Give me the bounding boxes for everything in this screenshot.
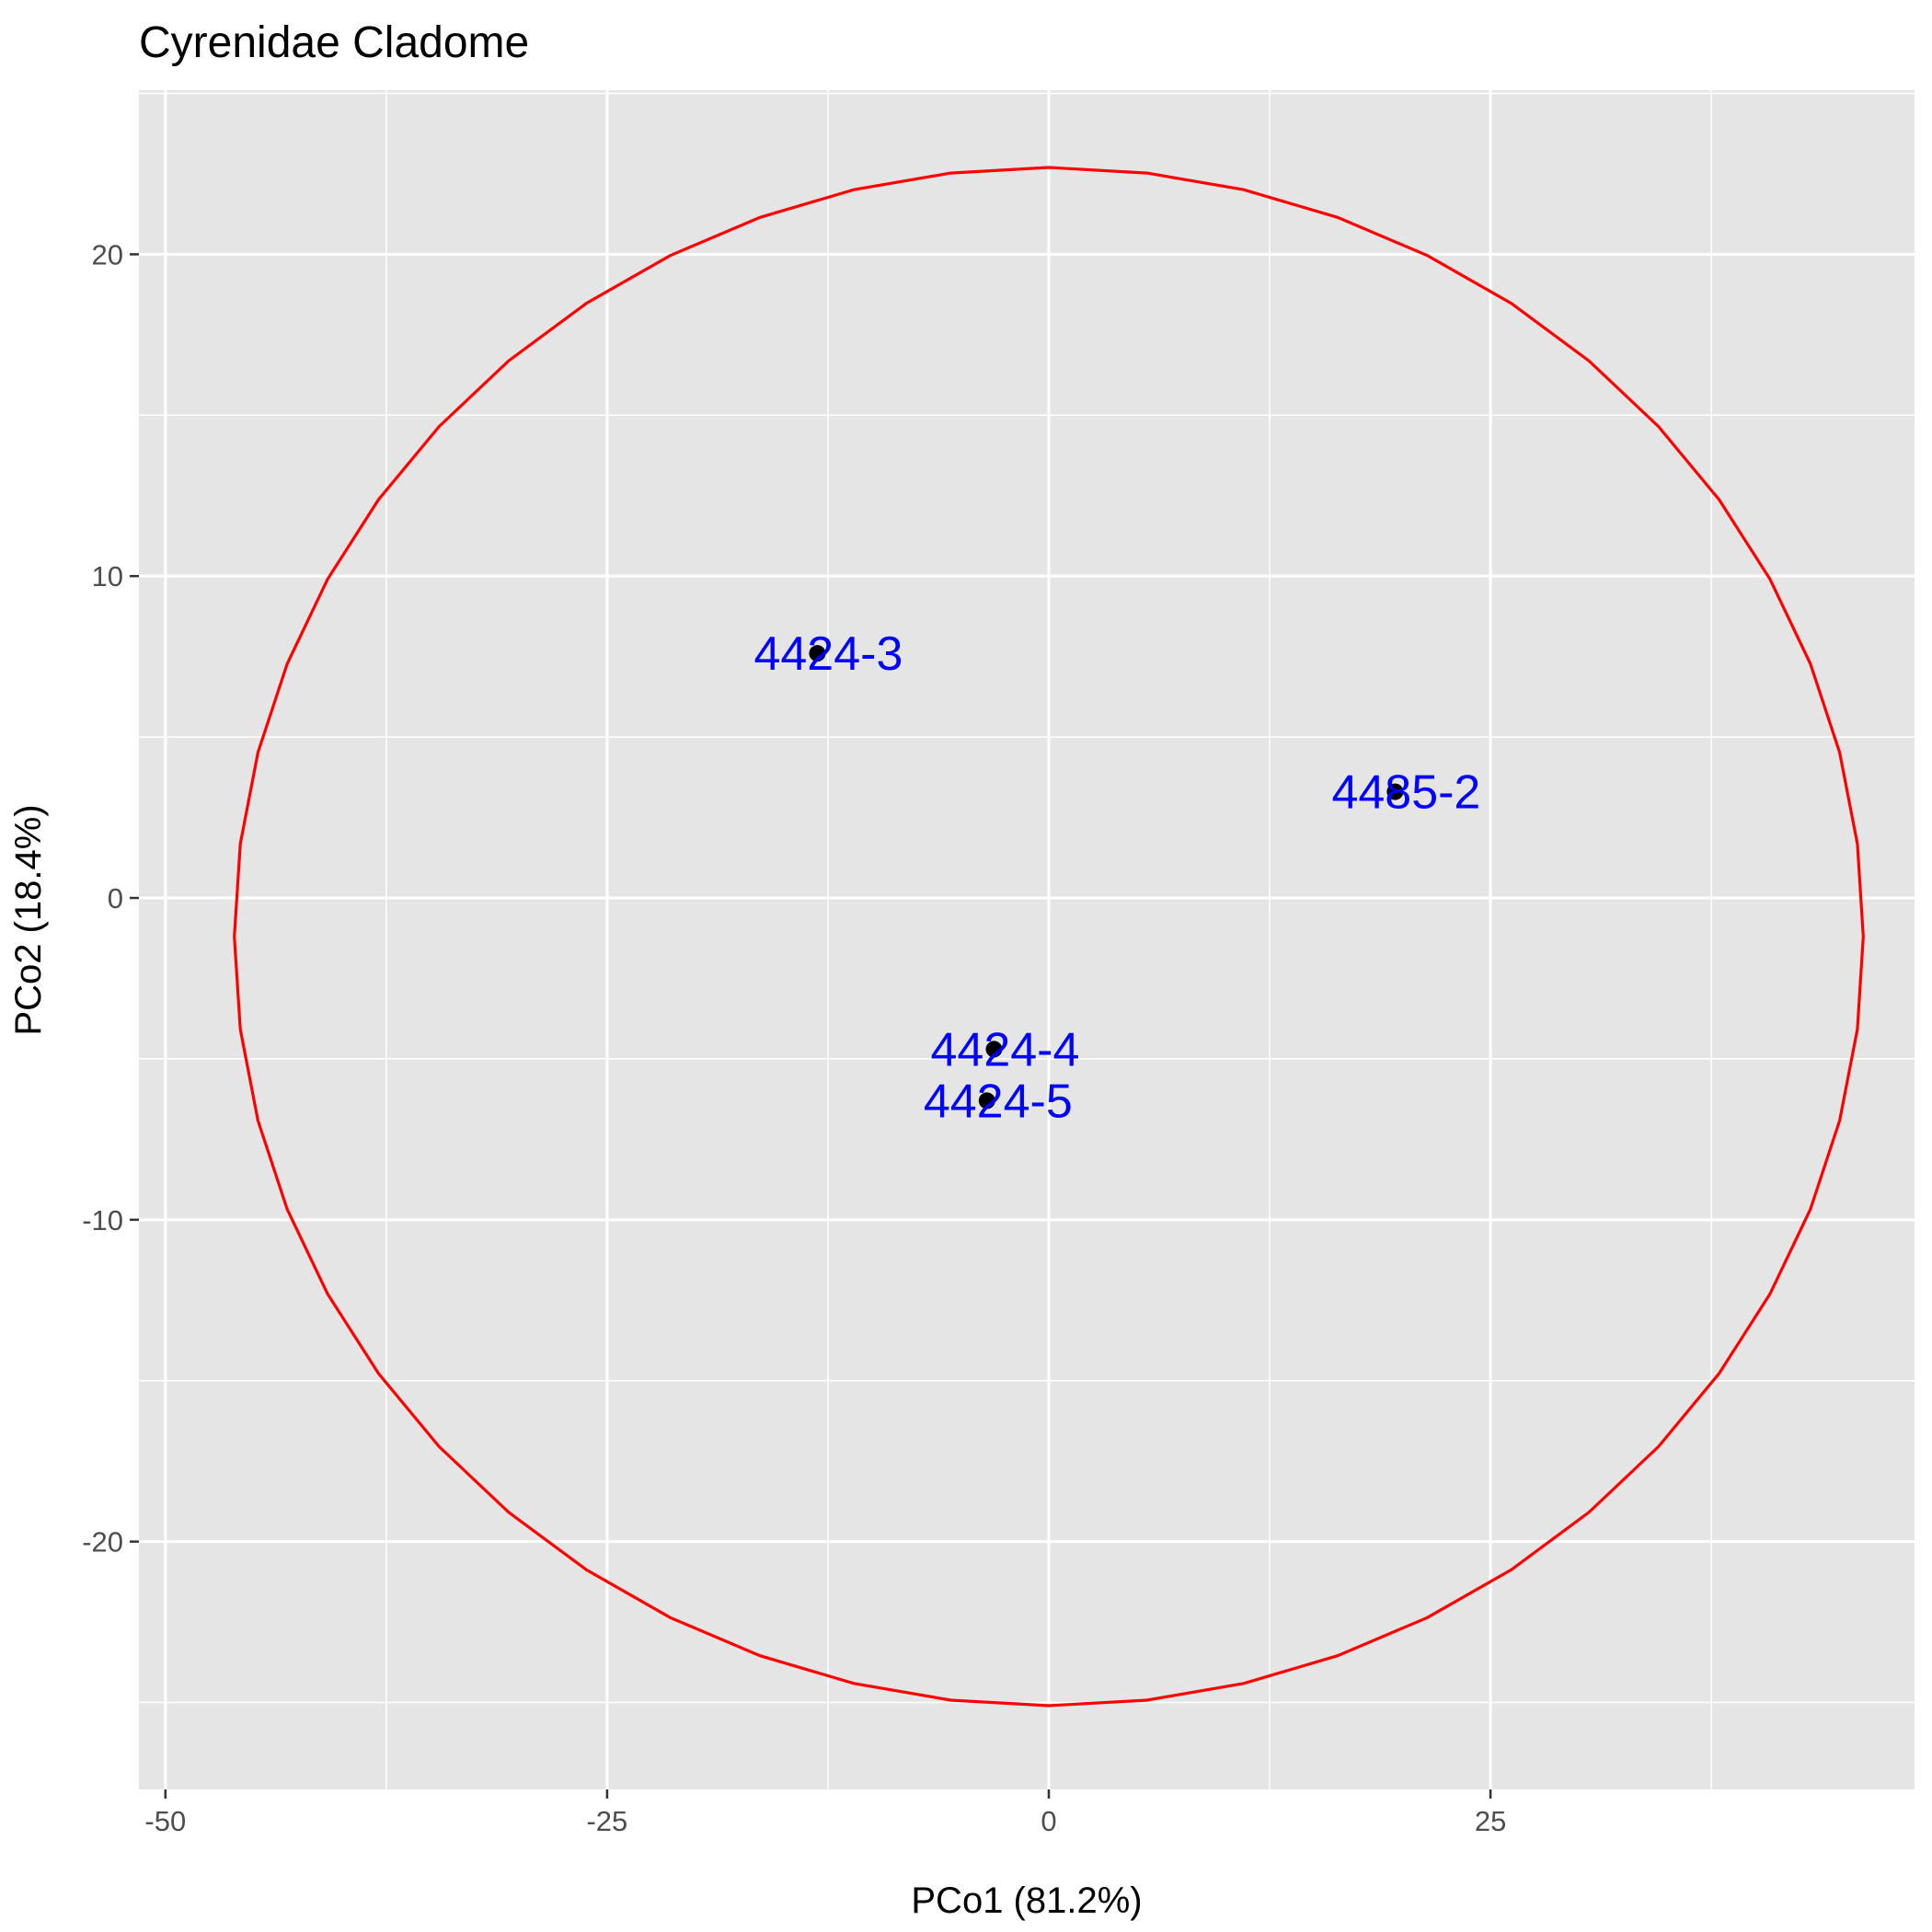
y-tick-label: -20 xyxy=(82,1526,123,1558)
point-label: 4424-3 xyxy=(753,627,903,681)
point-label: 4424-5 xyxy=(924,1075,1073,1128)
data-point xyxy=(978,1092,995,1110)
chart-title: Cyrenidae Cladome xyxy=(139,18,529,67)
y-tick-label: 10 xyxy=(92,560,123,592)
confidence-ellipse-layer xyxy=(233,166,1865,1708)
x-tick-label: -50 xyxy=(144,1805,186,1837)
y-axis-title: PCo2 (18.4%) xyxy=(8,804,49,1035)
data-points xyxy=(809,645,1404,1110)
major-gridlines xyxy=(139,90,1915,1789)
y-tick-label: -10 xyxy=(82,1204,123,1236)
data-point xyxy=(1386,783,1404,800)
x-tick-label: 25 xyxy=(1475,1805,1506,1837)
confidence-ellipse xyxy=(233,166,1865,1708)
data-point xyxy=(809,645,826,662)
minor-gridlines xyxy=(139,90,1915,1789)
y-axis-ticks: -20 -10 0 10 20 xyxy=(82,238,139,1558)
plot-panel xyxy=(139,90,1915,1789)
x-tick-label: 0 xyxy=(1041,1805,1056,1837)
x-axis-title: PCo1 (81.2%) xyxy=(911,1880,1142,1921)
point-label: 4485-2 xyxy=(1331,766,1480,820)
x-axis-ticks: -50 -25 0 25 xyxy=(144,1789,1506,1837)
y-tick-label: 20 xyxy=(92,238,123,270)
data-point xyxy=(985,1041,1003,1058)
x-tick-label: -25 xyxy=(586,1805,627,1837)
point-label: 4424-4 xyxy=(931,1023,1080,1076)
y-tick-label: 0 xyxy=(108,882,123,914)
